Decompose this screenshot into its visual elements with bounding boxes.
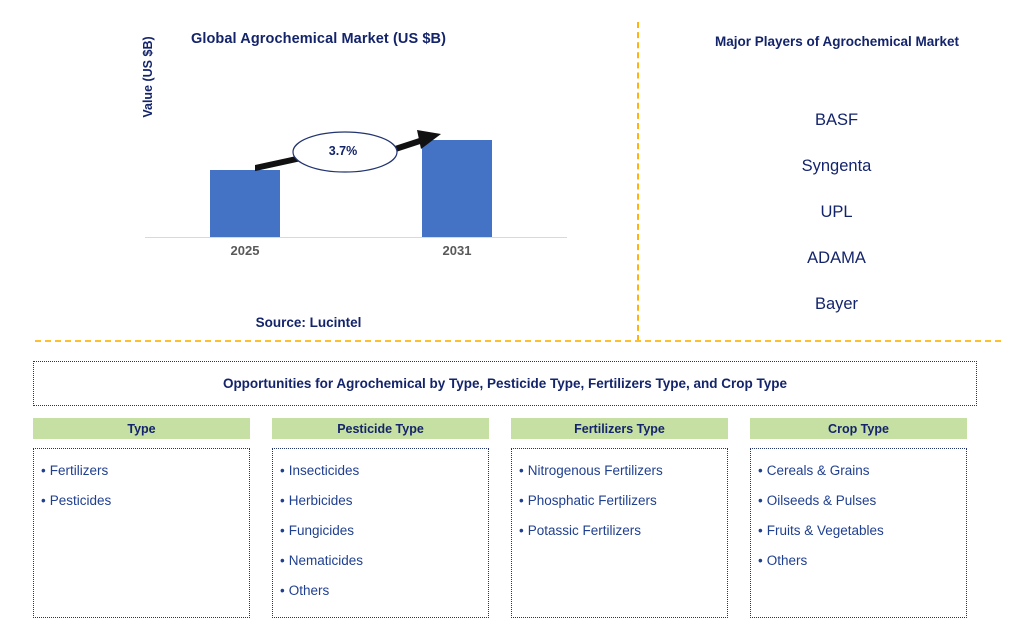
bullet-icon: • bbox=[41, 463, 46, 478]
bullet-icon: • bbox=[280, 493, 285, 508]
bullet-icon: • bbox=[758, 463, 763, 478]
list-item: • Nitrogenous Fertilizers bbox=[519, 456, 723, 486]
list-item: • Cereals & Grains bbox=[758, 456, 962, 486]
list-item: Bayer bbox=[637, 289, 1036, 335]
player-name: UPL bbox=[820, 203, 853, 221]
vertical-divider bbox=[637, 22, 639, 341]
bullet-icon: • bbox=[280, 463, 285, 478]
item-label: Others bbox=[288, 583, 330, 598]
opportunities-banner: Opportunities for Agrochemical by Type, … bbox=[33, 361, 977, 406]
bullet-icon: • bbox=[280, 523, 285, 538]
list-item: • Pesticides bbox=[41, 486, 245, 516]
item-label: Pesticides bbox=[49, 493, 112, 508]
chart-baseline bbox=[145, 237, 567, 238]
bar-2025 bbox=[210, 170, 280, 237]
list-item: • Others bbox=[280, 576, 484, 606]
list-item: BASF bbox=[637, 105, 1036, 151]
major-players-title: Major Players of Agrochemical Market bbox=[714, 34, 960, 49]
bar-chart: Value (US $B) 2025 2031 3.7% bbox=[0, 0, 637, 300]
cagr-label: 3.7% bbox=[328, 144, 358, 158]
list-item: • Fruits & Vegetables bbox=[758, 516, 962, 546]
column-header-fertilizers-type: Fertilizers Type bbox=[511, 418, 728, 439]
column-type: Type • Fertilizers • Pesticides bbox=[33, 418, 250, 623]
column-body-pesticide-type: • Insecticides • Herbicides • Fungicides • N… bbox=[272, 448, 489, 618]
bullet-icon: • bbox=[758, 493, 763, 508]
list-item: • Nematicides bbox=[280, 546, 484, 576]
column-header-pesticide-type: Pesticide Type bbox=[272, 418, 489, 439]
list-item: • Phosphatic Fertilizers bbox=[519, 486, 723, 516]
list-item: • Fertilizers bbox=[41, 456, 245, 486]
item-label: Cereals & Grains bbox=[766, 463, 870, 478]
bullet-icon: • bbox=[519, 463, 524, 478]
item-label: Fruits & Vegetables bbox=[766, 523, 884, 538]
major-players-list: BASF Syngenta UPL ADAMA Bayer bbox=[637, 105, 1036, 335]
major-players-panel: Major Players of Agrochemical Market BAS… bbox=[637, 0, 1036, 341]
list-item: • Potassic Fertilizers bbox=[519, 516, 723, 546]
item-label: Fertilizers bbox=[49, 463, 109, 478]
player-name: ADAMA bbox=[807, 249, 866, 267]
bullet-icon: • bbox=[758, 553, 763, 568]
bar-2031 bbox=[422, 140, 492, 237]
opportunities-columns: Type • Fertilizers • Pesticides Pesticide … bbox=[33, 418, 975, 623]
item-label: Nematicides bbox=[288, 553, 364, 568]
chart-panel: Global Agrochemical Market (US $B) Value… bbox=[0, 0, 637, 341]
list-item: • Oilseeds & Pulses bbox=[758, 486, 962, 516]
column-fertilizers-type: Fertilizers Type • Nitrogenous Fertilizer… bbox=[511, 418, 728, 623]
opportunities-title: Opportunities for Agrochemical by Type, … bbox=[222, 376, 788, 391]
column-body-fertilizers-type: • Nitrogenous Fertilizers • Phosphatic Fer… bbox=[511, 448, 728, 618]
item-label: Oilseeds & Pulses bbox=[766, 493, 877, 508]
top-region: Global Agrochemical Market (US $B) Value… bbox=[0, 0, 1036, 341]
bullet-icon: • bbox=[280, 583, 285, 598]
bullet-icon: • bbox=[758, 523, 763, 538]
list-item: • Herbicides bbox=[280, 486, 484, 516]
item-label: Potassic Fertilizers bbox=[527, 523, 642, 538]
x-tick-2025: 2025 bbox=[230, 243, 260, 258]
list-item: Syngenta bbox=[637, 151, 1036, 197]
player-name: BASF bbox=[814, 111, 859, 129]
bullet-icon: • bbox=[41, 493, 46, 508]
player-name: Bayer bbox=[814, 295, 859, 313]
player-name: Syngenta bbox=[801, 157, 872, 175]
item-label: Herbicides bbox=[288, 493, 353, 508]
list-item: UPL bbox=[637, 197, 1036, 243]
column-header-type: Type bbox=[33, 418, 250, 439]
list-item: • Insecticides bbox=[280, 456, 484, 486]
source-label: Source: Lucintel bbox=[255, 315, 362, 330]
bullet-icon: • bbox=[519, 523, 524, 538]
item-label: Insecticides bbox=[288, 463, 360, 478]
column-body-crop-type: • Cereals & Grains • Oilseeds & Pulses • Fr… bbox=[750, 448, 967, 618]
bullet-icon: • bbox=[519, 493, 524, 508]
cagr-arrow-icon bbox=[255, 130, 441, 173]
item-label: Phosphatic Fertilizers bbox=[527, 493, 657, 508]
list-item: • Fungicides bbox=[280, 516, 484, 546]
column-crop-type: Crop Type • Cereals & Grains • Oilseeds & … bbox=[750, 418, 967, 623]
bullet-icon: • bbox=[280, 553, 285, 568]
item-label: Others bbox=[766, 553, 808, 568]
chart-title: Global Agrochemical Market (US $B) bbox=[190, 31, 447, 47]
item-label: Fungicides bbox=[288, 523, 355, 538]
item-label: Nitrogenous Fertilizers bbox=[527, 463, 663, 478]
list-item: • Others bbox=[758, 546, 962, 576]
x-tick-2031: 2031 bbox=[442, 243, 472, 258]
y-axis-label: Value (US $B) bbox=[141, 36, 155, 118]
column-header-crop-type: Crop Type bbox=[750, 418, 967, 439]
list-item: ADAMA bbox=[637, 243, 1036, 289]
column-body-type: • Fertilizers • Pesticides bbox=[33, 448, 250, 618]
horizontal-divider bbox=[35, 340, 1001, 342]
column-pesticide-type: Pesticide Type • Insecticides • Herbicides… bbox=[272, 418, 489, 623]
